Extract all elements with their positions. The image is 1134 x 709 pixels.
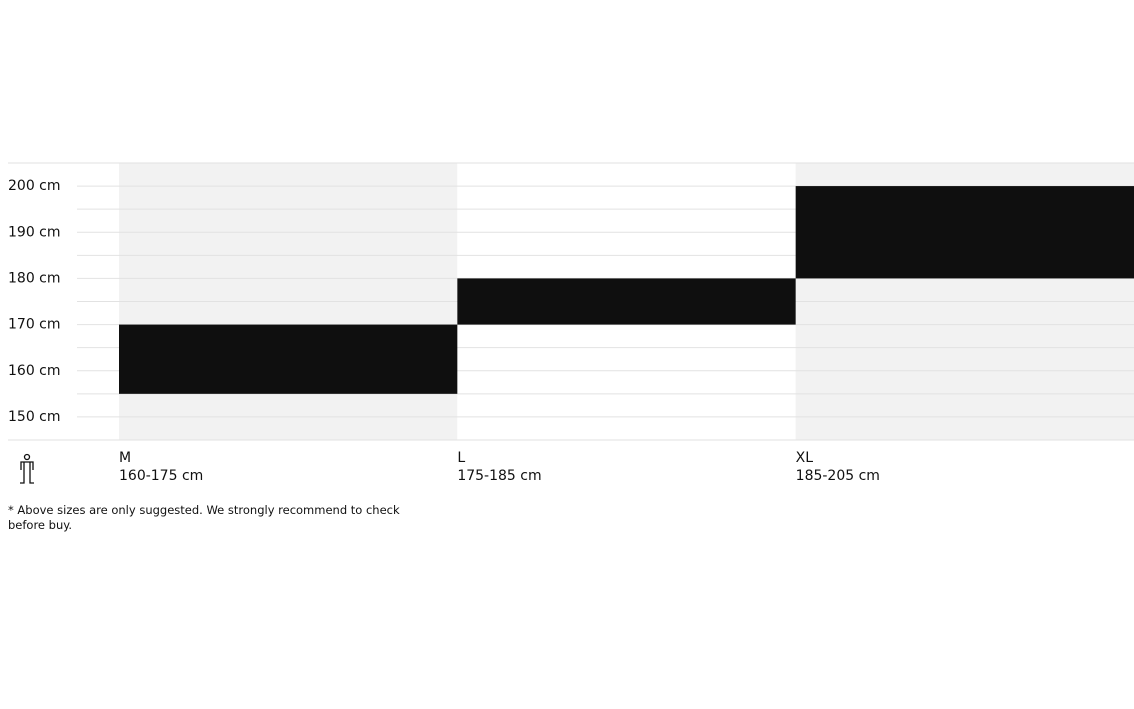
size-bar — [119, 324, 458, 394]
range-label: 185-205 cm — [796, 468, 880, 484]
size-bar — [795, 186, 1134, 279]
y-tick-label: 180 cm — [8, 270, 61, 286]
size-label: M — [119, 450, 131, 466]
y-tick-label: 170 cm — [8, 317, 61, 333]
size-label: XL — [796, 450, 814, 466]
range-label: 175-185 cm — [457, 468, 541, 484]
y-tick-label: 160 cm — [8, 363, 61, 379]
size-label: L — [457, 450, 465, 466]
person-icon — [20, 453, 34, 484]
y-tick-label: 190 cm — [8, 224, 61, 240]
y-tick-label: 200 cm — [8, 178, 61, 194]
y-tick-label: 150 cm — [8, 409, 61, 425]
range-label: 160-175 cm — [119, 468, 203, 484]
footnote: * Above sizes are only suggested. We str… — [8, 503, 400, 532]
size-bar — [457, 278, 796, 325]
